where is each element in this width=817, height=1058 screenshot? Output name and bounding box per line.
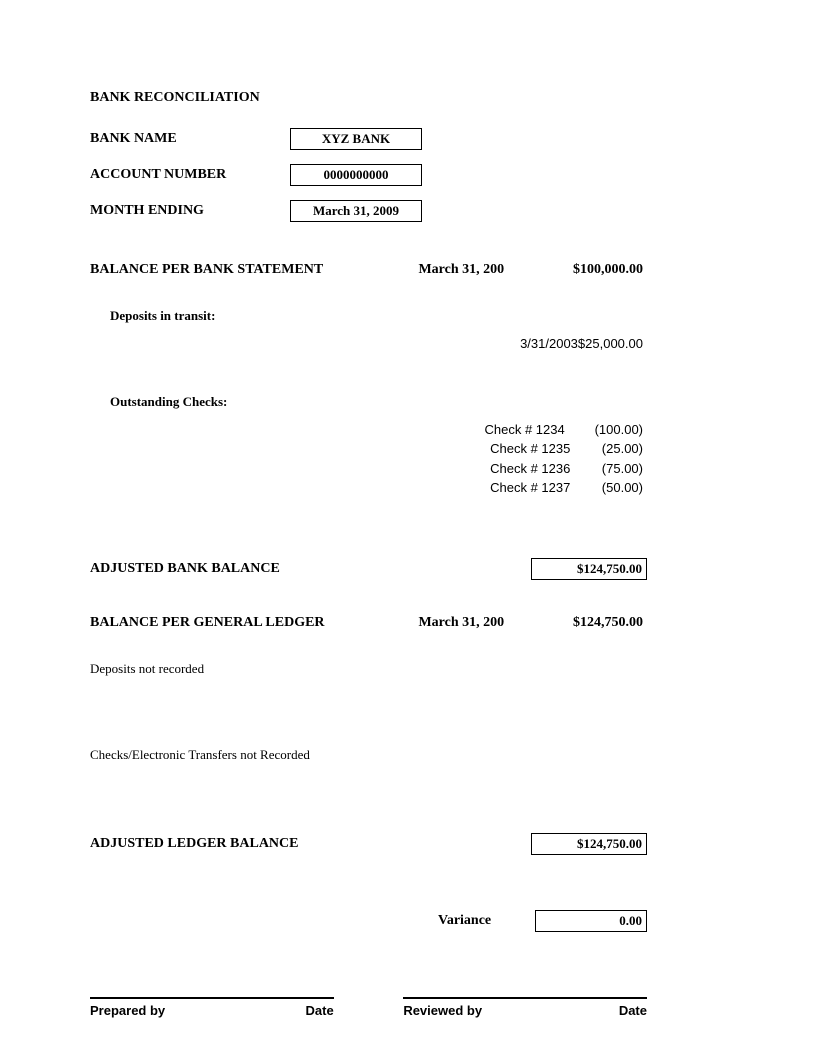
month-ending-row: MONTH ENDING March 31, 2009 — [90, 200, 647, 222]
adjusted-bank-balance-amount: $124,750.00 — [531, 558, 647, 580]
balance-per-ledger-label: BALANCE PER GENERAL LEDGER — [90, 615, 418, 631]
month-ending-label: MONTH ENDING — [90, 203, 290, 219]
check-row: Check # 1236 (75.00) — [90, 459, 647, 479]
deposits-in-transit-header: Deposits in transit: — [90, 308, 647, 324]
form-title: BANK RECONCILIATION — [90, 90, 647, 106]
account-number-row: ACCOUNT NUMBER 0000000000 — [90, 164, 647, 186]
check-desc: Check # 1236 — [490, 459, 602, 479]
checks-not-recorded-label: Checks/Electronic Transfers not Recorded — [90, 747, 647, 763]
prepared-by-label: Prepared by — [90, 1003, 165, 1018]
balance-per-ledger-amount: $124,750.00 — [573, 615, 647, 631]
bank-name-row: BANK NAME XYZ BANK — [90, 128, 647, 150]
check-row: Check # 1237 (50.00) — [90, 478, 647, 498]
bank-name-label: BANK NAME — [90, 131, 290, 147]
month-ending-value: March 31, 2009 — [290, 200, 422, 222]
prepared-by-date-label: Date — [306, 1003, 334, 1018]
check-amount: (25.00) — [602, 439, 647, 459]
balance-per-bank-date: March 31, 200 — [418, 262, 573, 278]
account-number-label: ACCOUNT NUMBER — [90, 167, 290, 183]
reviewed-by-date-label: Date — [619, 1003, 647, 1018]
reviewed-by-label: Reviewed by — [403, 1003, 482, 1018]
adjusted-bank-balance-label: ADJUSTED BANK BALANCE — [90, 561, 531, 577]
check-row: Check # 1235 (25.00) — [90, 439, 647, 459]
balance-per-bank-row: BALANCE PER BANK STATEMENT March 31, 200… — [90, 262, 647, 278]
prepared-by-block: Prepared by Date — [90, 997, 334, 1018]
balance-per-ledger-row: BALANCE PER GENERAL LEDGER March 31, 200… — [90, 615, 647, 631]
variance-amount: 0.00 — [535, 910, 647, 932]
deposit-row: 3/31/2003 $25,000.00 — [90, 334, 647, 354]
adjusted-ledger-balance-label: ADJUSTED LEDGER BALANCE — [90, 836, 531, 852]
reviewed-by-block: Reviewed by Date — [403, 997, 647, 1018]
bank-reconciliation-form: BANK RECONCILIATION BANK NAME XYZ BANK A… — [0, 0, 687, 1058]
check-desc: Check # 1237 — [490, 478, 602, 498]
deposit-date: 3/31/2003 — [465, 334, 578, 354]
adjusted-ledger-balance-amount: $124,750.00 — [531, 833, 647, 855]
deposits-not-recorded-label: Deposits not recorded — [90, 661, 647, 677]
deposit-amount: $25,000.00 — [578, 334, 647, 354]
check-row: Check # 1234 (100.00) — [90, 420, 647, 440]
variance-label: Variance — [438, 913, 535, 929]
variance-row: Variance 0.00 — [90, 910, 647, 932]
check-amount: (100.00) — [595, 420, 647, 440]
signature-row: Prepared by Date Reviewed by Date — [90, 997, 647, 1018]
outstanding-checks-header: Outstanding Checks: — [90, 394, 647, 410]
check-amount: (75.00) — [602, 459, 647, 479]
adjusted-ledger-balance-row: ADJUSTED LEDGER BALANCE $124,750.00 — [90, 833, 647, 855]
check-desc: Check # 1235 — [490, 439, 602, 459]
account-number-value: 0000000000 — [290, 164, 422, 186]
check-desc: Check # 1234 — [484, 420, 594, 440]
balance-per-bank-amount: $100,000.00 — [573, 262, 647, 278]
balance-per-ledger-date: March 31, 200 — [418, 615, 573, 631]
check-amount: (50.00) — [602, 478, 647, 498]
bank-name-value: XYZ BANK — [290, 128, 422, 150]
adjusted-bank-balance-row: ADJUSTED BANK BALANCE $124,750.00 — [90, 558, 647, 580]
balance-per-bank-label: BALANCE PER BANK STATEMENT — [90, 262, 418, 278]
